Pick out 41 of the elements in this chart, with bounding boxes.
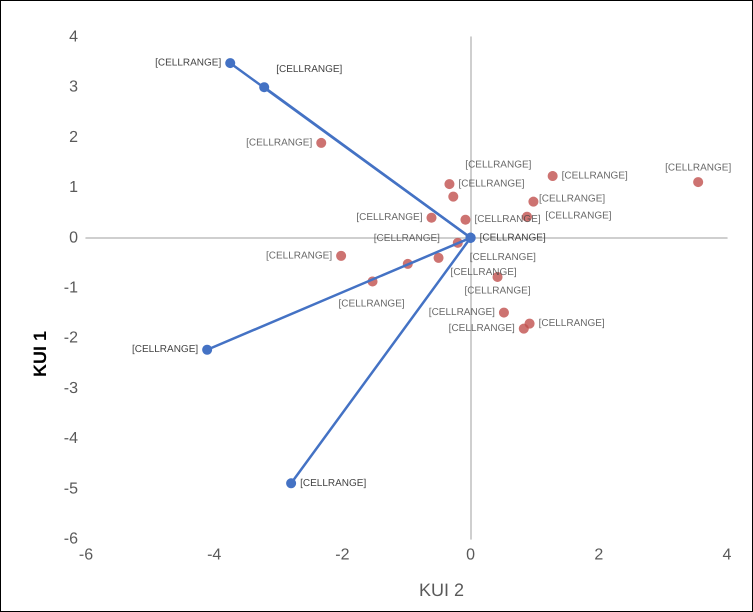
x-tick-label: -2 [335,546,350,564]
x-tick-label: -4 [207,546,222,564]
data-label: [CELLRANGE] [132,344,198,356]
y-tick-label: 2 [69,128,78,146]
data-label: [CELLRANGE] [246,137,312,148]
data-label: [CELLRANGE] [374,232,440,244]
y-tick-label: -5 [64,480,78,498]
data-label: [CELLRANGE] [545,210,612,222]
y-tick-label: -4 [64,430,78,448]
data-label: [CELLRANGE] [458,178,525,190]
y-tick-label: -3 [64,380,78,397]
y-tick-label: -2 [64,330,78,347]
x-tick-label: 0 [466,546,476,564]
y-tick-label: -1 [64,280,78,296]
data-label: [CELLRANGE] [464,285,531,296]
data-label: [CELLRANGE] [480,232,546,244]
data-label: [CELLRANGE] [448,323,516,334]
data-label: [CELLRANGE] [356,212,423,224]
data-label: [CELLRANGE] [470,252,536,263]
data-label: [CELLRANGE] [562,170,628,182]
y-tick-label: -6 [64,530,78,548]
y-tick-label: 1 [69,179,78,196]
y-tick-label: 4 [69,28,78,46]
data-label: [CELLRANGE] [155,58,222,69]
data-label: [CELLRANGE] [465,160,532,171]
data-label: [CELLRANGE] [539,194,606,205]
x-tick-label: 4 [722,546,732,564]
data-label: [CELLRANGE] [276,64,343,76]
data-label: [CELLRANGE] [450,266,517,278]
y-tick-label: 3 [69,78,78,96]
data-label: [CELLRANGE] [538,318,605,330]
data-label: [CELLRANGE] [428,307,496,318]
data-label: [CELLRANGE] [338,298,405,310]
data-label: [CELLRANGE] [300,478,366,489]
data-label: [CELLRANGE] [665,162,732,174]
y-axis-title: KUI 1 [30,330,50,378]
data-label: [CELLRANGE] [266,250,332,262]
y-tick-label: 0 [69,229,78,246]
data-label: [CELLRANGE] [474,214,541,226]
x-tick-label: 2 [594,546,604,564]
x-axis-title: KUI 2 [419,580,464,600]
